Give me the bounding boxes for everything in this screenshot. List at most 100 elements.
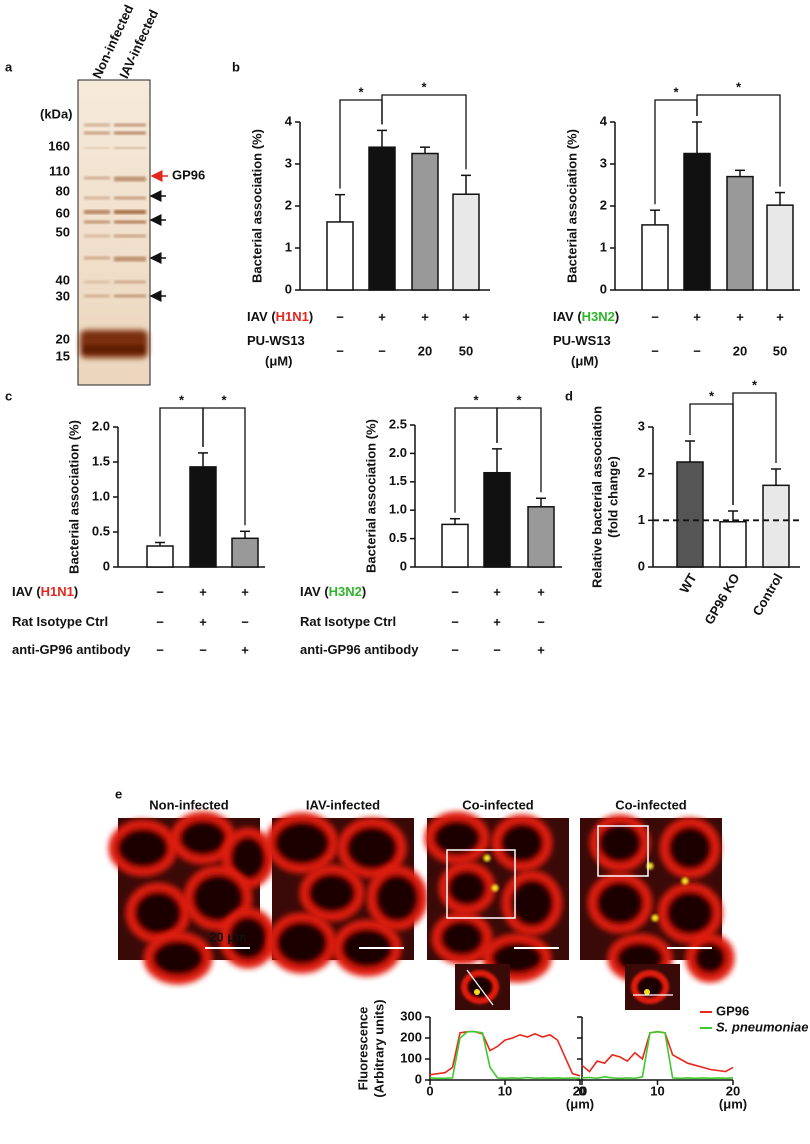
line-series (581, 1030, 734, 1073)
condition-value: + (537, 642, 545, 657)
profile-line (466, 969, 494, 1006)
micrograph (108, 811, 277, 985)
inset-image (625, 964, 680, 1010)
condition-sublabel: (μM) (265, 353, 292, 368)
significance-label: * (179, 392, 185, 407)
microscopy (108, 811, 735, 1010)
marker-label: 15 (56, 348, 70, 363)
image-title: IAV-infected (306, 797, 380, 812)
y-tick-label: 0 (103, 558, 110, 573)
condition-label: IAV (H3N2) (300, 584, 366, 599)
panel-label: d (565, 388, 573, 403)
condition-label-part: H1N1 (276, 309, 309, 324)
cell (501, 870, 563, 936)
line-series (581, 1030, 734, 1080)
y-tick-label: 1 (285, 239, 292, 254)
condition-label-part: Rat Isotype Ctrl (300, 614, 396, 629)
zoom-box (446, 849, 516, 919)
gel-band (84, 234, 110, 238)
gel-band (114, 256, 146, 262)
y-axis-label: Fluorescence (355, 1007, 370, 1091)
condition-value: + (378, 309, 386, 324)
marker-label: 20 (56, 331, 70, 346)
condition-sublabel: (μM) (571, 353, 598, 368)
y-tick-label: 2 (600, 197, 607, 212)
gel-band (114, 176, 146, 182)
condition-label: IAV (H1N1) (247, 309, 313, 324)
condition-value: + (493, 614, 501, 629)
y-tick-label: 1 (600, 239, 607, 254)
significance-label: * (421, 79, 427, 94)
cell (431, 911, 493, 965)
y-tick-label: 4 (600, 113, 608, 128)
y-tick-label: 200 (400, 1029, 422, 1044)
condition-label: PU-WS13 (247, 333, 305, 348)
inset-image (455, 964, 510, 1010)
condition-value: + (776, 309, 784, 324)
condition-label-part: IAV ( (12, 584, 41, 599)
marker-label: 50 (56, 224, 70, 239)
y-tick-label: 0 (600, 281, 607, 296)
micrograph (265, 812, 428, 977)
condition-value: + (199, 614, 207, 629)
condition-value: − (378, 343, 386, 358)
panel-label: e (115, 786, 122, 801)
condition-label-part: ) (74, 584, 78, 599)
condition-value: − (451, 642, 459, 657)
condition-label-part: anti-GP96 antibody (12, 642, 131, 657)
condition-value: + (736, 309, 744, 324)
significance-label: * (673, 84, 679, 99)
panel-label: a (5, 59, 13, 74)
x-tick-label: Control (749, 571, 785, 619)
condition-value: + (537, 584, 545, 599)
significance-label: * (473, 392, 479, 407)
condition-value: − (451, 614, 459, 629)
gel-band (114, 294, 146, 298)
y-tick-label: 1.0 (389, 502, 407, 517)
condition-label-part: Rat Isotype Ctrl (12, 614, 108, 629)
marker-label: 60 (56, 205, 70, 220)
condition-label-part: ) (362, 584, 366, 599)
x-tick-label: 0 (578, 1083, 585, 1098)
bacteria (644, 989, 650, 995)
gel-band (84, 280, 110, 284)
gel-band (114, 123, 146, 127)
gel-band (84, 147, 110, 149)
bar (726, 175, 754, 291)
y-axis-label: Bacterial association (%) (249, 129, 264, 283)
x-tick-label: WT (676, 571, 699, 596)
zoom-box (597, 825, 649, 877)
bar (452, 193, 480, 291)
bacteria (681, 877, 689, 885)
image-title: Co-infected (462, 797, 534, 812)
cell (657, 882, 723, 944)
cell (143, 931, 213, 985)
condition-label-part: PU-WS13 (247, 333, 305, 348)
y-tick-label: 2.5 (389, 416, 407, 431)
marker-label: 40 (56, 272, 70, 287)
cell (685, 933, 735, 983)
cell (631, 970, 669, 1004)
x-tick-label: 20 (573, 1083, 587, 1098)
bar (326, 221, 354, 291)
gel-unit: (kDa) (40, 106, 73, 121)
marker-label: 30 (56, 288, 70, 303)
condition-value: 20 (733, 343, 747, 358)
condition-label: anti-GP96 antibody (12, 642, 131, 657)
gel-image (77, 79, 151, 386)
y-tick-label: 2 (285, 197, 292, 212)
gel-band (84, 131, 110, 135)
condition-value: − (241, 614, 249, 629)
gel-band (114, 210, 146, 214)
gel-band (114, 220, 146, 224)
x-tick-label: GP96 KO (701, 571, 742, 627)
bacteria (491, 884, 499, 892)
marker-label: 80 (56, 183, 70, 198)
cell (659, 817, 721, 879)
y-tick-label: 2.0 (389, 445, 407, 460)
bar (368, 146, 396, 291)
condition-value: − (156, 642, 164, 657)
condition-value: − (156, 614, 164, 629)
legend-label: GP96 (716, 1003, 749, 1018)
